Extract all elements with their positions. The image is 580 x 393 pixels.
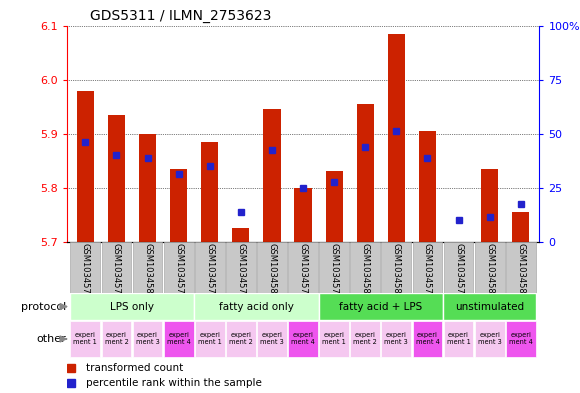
Bar [70,242,100,293]
Bar [288,242,318,293]
Bar [164,242,194,293]
Bar [318,293,443,320]
Text: other: other [37,334,66,344]
Text: GSM1034579: GSM1034579 [112,243,121,299]
Bar [102,321,132,357]
Bar [77,92,94,242]
Text: GSM1034576: GSM1034576 [174,243,183,299]
Bar [295,188,311,242]
Text: GDS5311 / ILMN_2753623: GDS5311 / ILMN_2753623 [90,9,271,23]
Text: GSM1034581: GSM1034581 [485,243,494,299]
Text: experi
ment 3: experi ment 3 [260,332,284,345]
Bar [257,242,287,293]
Text: GSM1034584: GSM1034584 [392,243,401,299]
Bar [474,321,505,357]
Text: fatty acid only: fatty acid only [219,301,294,312]
Text: GSM1034583: GSM1034583 [143,243,152,299]
Text: GSM1034574: GSM1034574 [329,243,339,299]
Bar [195,242,224,293]
Bar [444,321,473,357]
Text: experi
ment 1: experi ment 1 [198,332,222,345]
Bar [201,142,218,242]
Text: protocol: protocol [21,301,66,312]
Text: GSM1034577: GSM1034577 [423,243,432,299]
Text: fatty acid + LPS: fatty acid + LPS [339,301,422,312]
Text: LPS only: LPS only [110,301,154,312]
Bar [70,293,194,320]
Bar [412,242,443,293]
Bar [194,293,318,320]
Bar [195,321,224,357]
Bar [226,321,256,357]
Bar [512,212,530,242]
Text: experi
ment 1: experi ment 1 [74,332,97,345]
Bar [164,321,194,357]
Text: experi
ment 2: experi ment 2 [229,332,253,345]
Bar [388,34,405,242]
Bar [139,134,156,242]
Text: transformed count: transformed count [86,363,183,373]
Bar [319,242,349,293]
Text: experi
ment 4: experi ment 4 [166,332,191,345]
Bar [325,171,343,242]
Bar [133,321,162,357]
Text: GSM1034580: GSM1034580 [361,243,369,299]
Text: experi
ment 3: experi ment 3 [136,332,160,345]
Bar [443,293,536,320]
Bar [133,242,162,293]
Bar [444,242,473,293]
Bar [382,242,411,293]
Bar [226,242,256,293]
Text: experi
ment 2: experi ment 2 [353,332,377,345]
Text: experi
ment 1: experi ment 1 [322,332,346,345]
Bar [288,321,318,357]
Bar [70,321,100,357]
Bar [319,321,349,357]
Text: GSM1034575: GSM1034575 [299,243,307,299]
Text: GSM1034582: GSM1034582 [267,243,277,299]
Bar [350,242,380,293]
Text: experi
ment 4: experi ment 4 [291,332,315,345]
Text: experi
ment 4: experi ment 4 [415,332,440,345]
Text: GSM1034585: GSM1034585 [516,243,525,299]
Text: percentile rank within the sample: percentile rank within the sample [86,378,262,388]
Bar [412,321,443,357]
Text: GSM1034578: GSM1034578 [237,243,245,299]
Bar [257,321,287,357]
Text: GSM1034573: GSM1034573 [81,243,90,299]
Bar [481,169,498,242]
Text: experi
ment 3: experi ment 3 [385,332,408,345]
Bar [474,242,505,293]
Bar [233,228,249,242]
Bar [350,321,380,357]
Bar [506,321,536,357]
Text: GSM1034571: GSM1034571 [454,243,463,299]
Bar [263,109,281,242]
Bar [357,104,374,242]
Text: GSM1034572: GSM1034572 [205,243,214,299]
Bar [108,115,125,242]
Bar [170,169,187,242]
Text: experi
ment 3: experi ment 3 [478,332,502,345]
Bar [419,131,436,242]
Text: unstimulated: unstimulated [455,301,524,312]
Text: experi
ment 4: experi ment 4 [509,332,532,345]
Bar [102,242,132,293]
Text: experi
ment 2: experi ment 2 [104,332,128,345]
Bar [382,321,411,357]
Bar [506,242,536,293]
Text: experi
ment 1: experi ment 1 [447,332,470,345]
